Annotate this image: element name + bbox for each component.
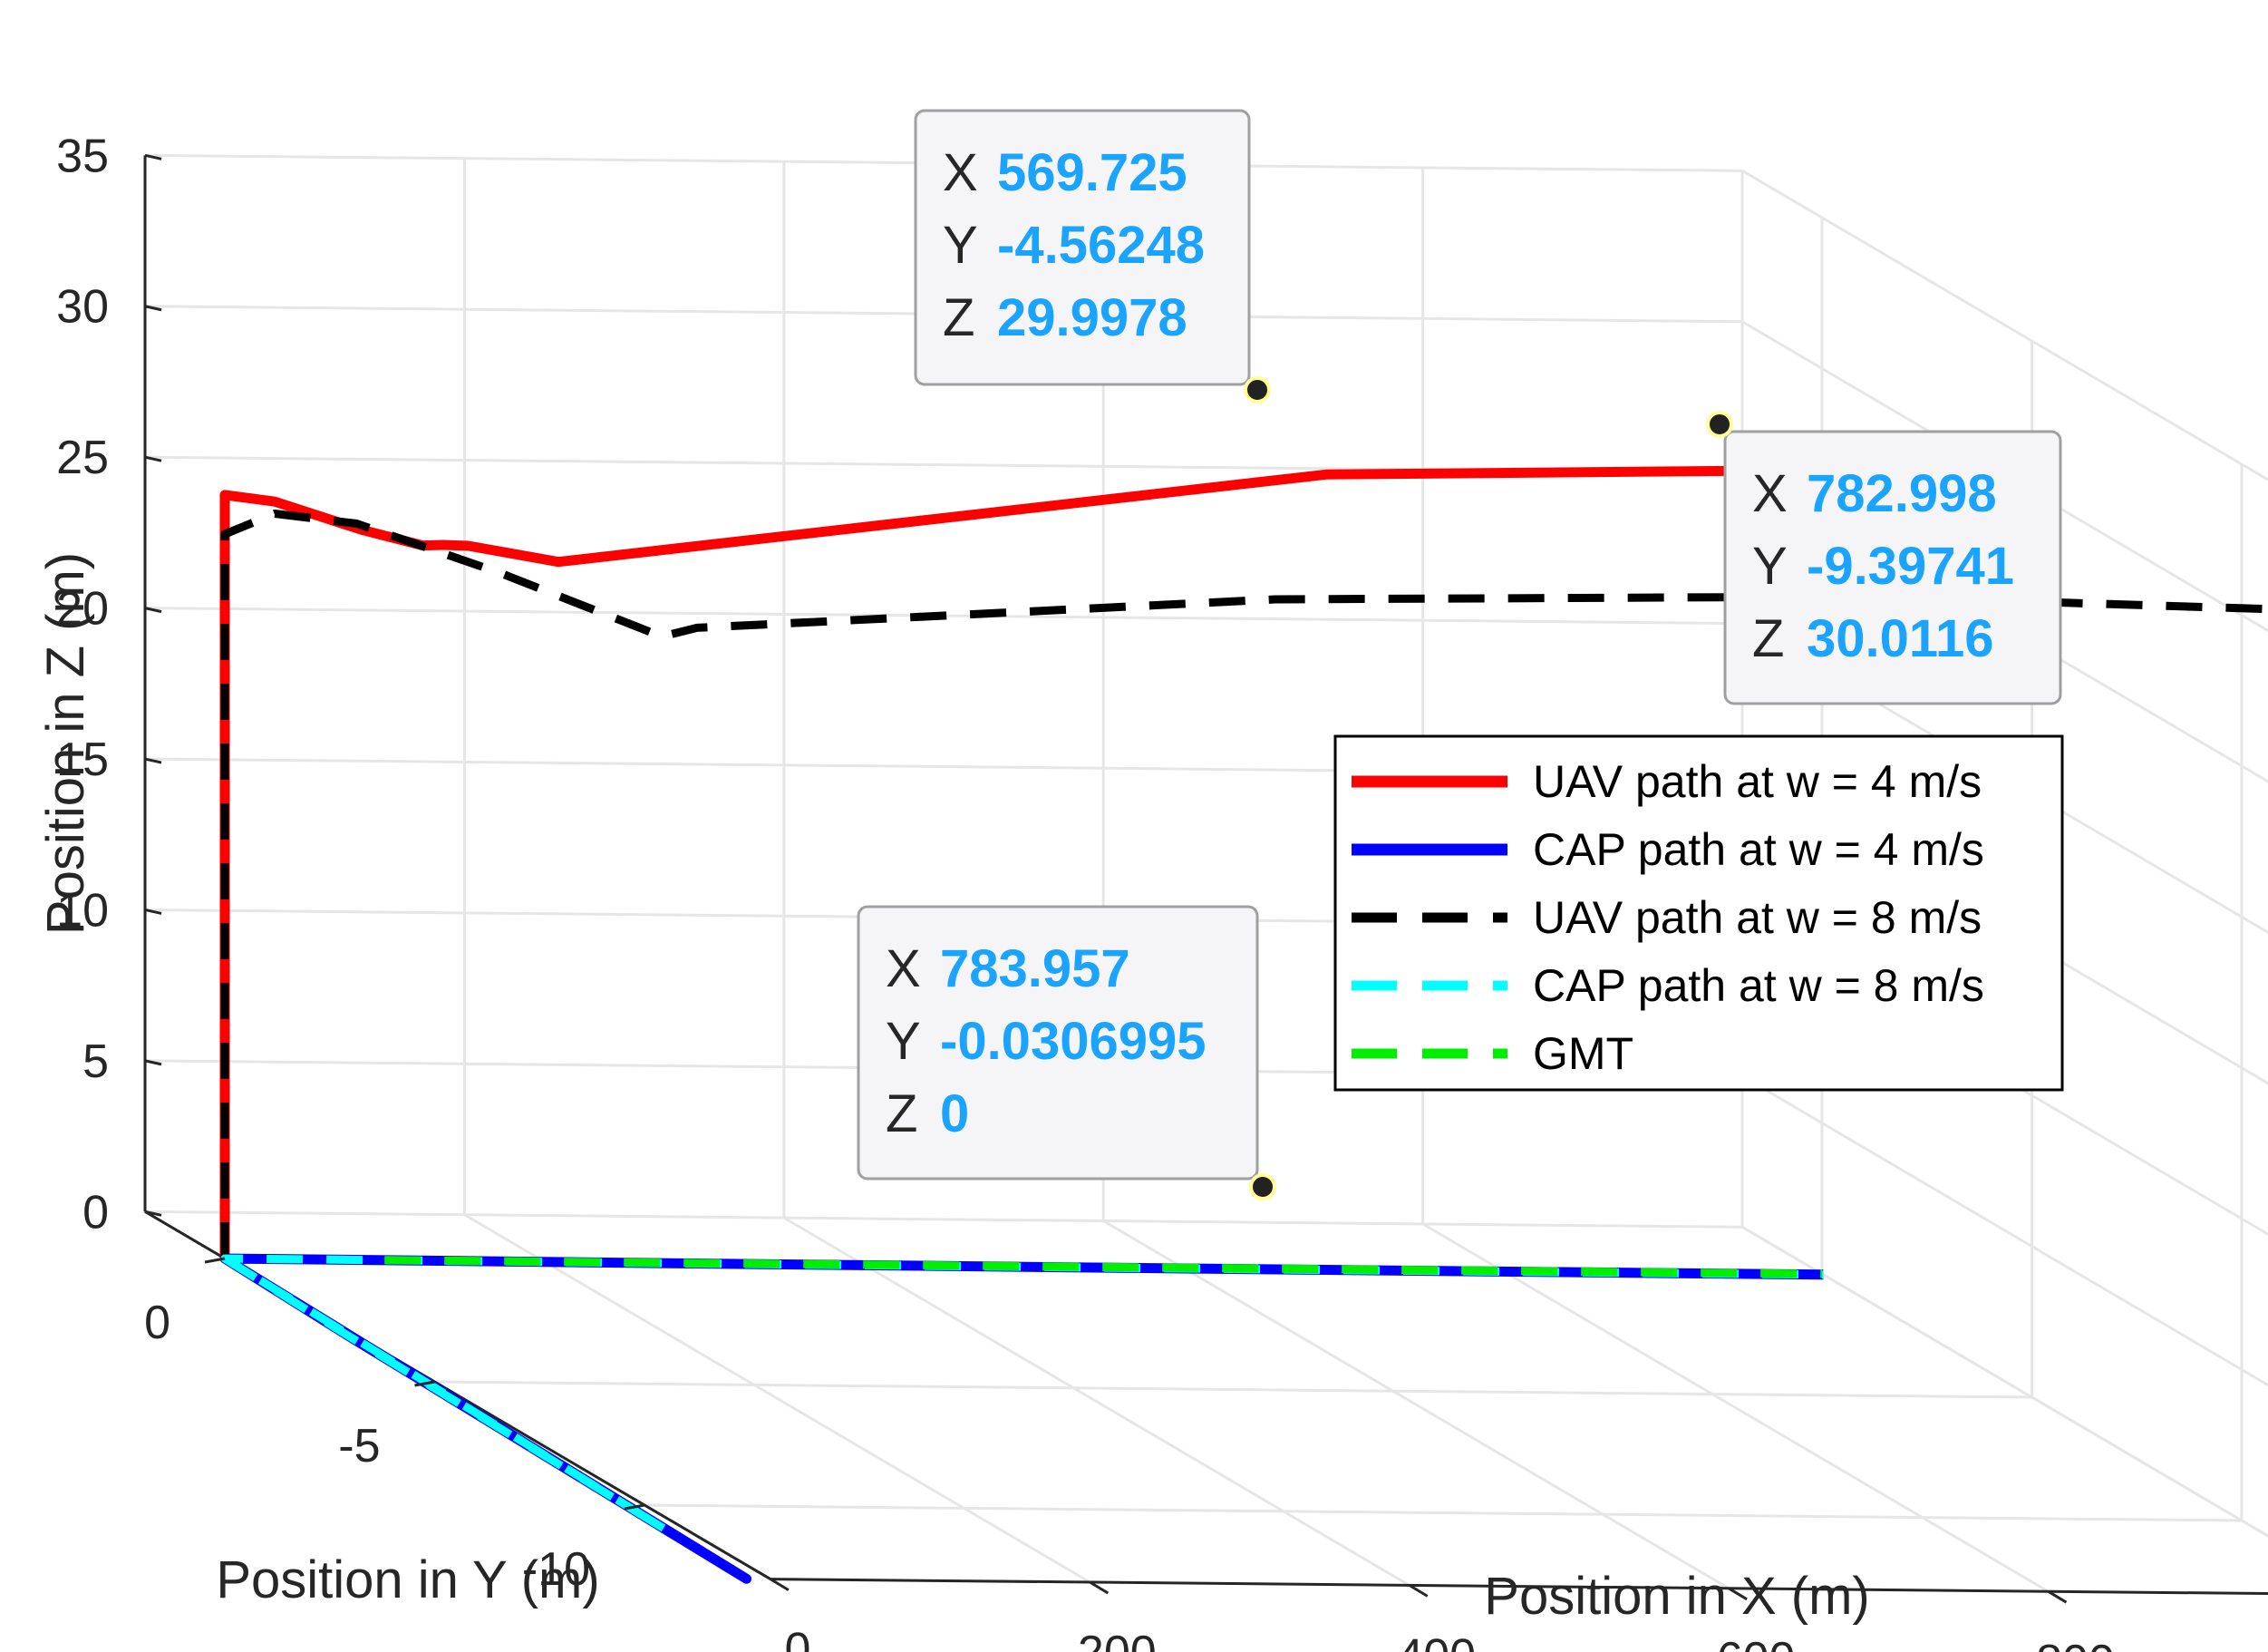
datatip-value: -0.0306995 [940,1012,1206,1071]
x-axis-label: Position in X (m) [1484,1567,1869,1626]
z-tick-label: 35 [56,130,109,182]
datatip-marker [1706,411,1733,438]
x-tick-mark [1728,1587,1748,1601]
x-tick-mark [1089,1580,1110,1595]
y-tick-label: -5 [338,1420,380,1472]
x-tick-label: 0 [784,1624,810,1652]
datatip-value: 30.0116 [1807,609,1993,668]
legend-label: CAP path at w = 4 m/s [1533,824,1984,875]
datatip-key: X [943,143,978,202]
z-tick-label: 5 [82,1035,109,1088]
y-tick-mark [204,1257,226,1264]
x-tick-mark [2047,1589,2068,1604]
y-axis-label: Position in Y (m) [216,1550,599,1609]
grid-line [1421,1222,2050,1593]
y-tick-label: -10 [522,1543,590,1596]
datatip-value: 0 [940,1084,969,1143]
x-tick-mark [1408,1584,1429,1598]
z-tick-label: 15 [56,734,109,786]
series-line-2 [219,1253,1824,1584]
series-line-5 [384,1256,1823,1278]
y-tick-mark [624,1503,645,1511]
x-tick-label: 800 [2036,1636,2115,1652]
grid-line [463,1213,1091,1584]
grid-line [1741,170,2268,481]
z-tick-mark [144,1059,162,1066]
legend-label: UAV path at w = 4 m/s [1533,756,1982,807]
x-tick-label: 600 [1717,1633,1796,1652]
x-tick-mark [770,1578,790,1591]
datatip-key: Y [943,216,978,275]
z-tick-mark [144,908,162,915]
datatip-box [857,905,1259,1181]
x-tick-label: 200 [1078,1627,1157,1652]
grid-line [1102,1220,1730,1590]
grid-line [145,1210,1743,1229]
grid-line [1741,1226,2268,1538]
z-tick-mark [144,153,162,160]
datatip-value: 782.998 [1807,464,1997,523]
z-tick-label: 25 [56,432,109,484]
series-line-3 [220,510,2268,1258]
z-tick-mark [144,607,162,614]
datatip-value: 29.9978 [997,288,1187,347]
datatip-key: X [886,939,921,998]
datatip-value: -9.39741 [1807,537,2014,596]
datatip-box [1723,430,2062,705]
y-tick-label: 0 [144,1297,170,1349]
z-tick-label: 0 [82,1186,109,1239]
datatip-box [914,109,1251,386]
grid-line [434,1380,2032,1399]
z-tick-label: 10 [56,884,109,937]
z-tick-mark [144,757,162,764]
legend: UAV path at w = 4 m/s CAP path at w = 4 m… [1333,734,2064,1092]
z-tick-mark [144,305,162,312]
datatip-value: -4.56248 [997,216,1205,275]
x-axis-line [770,1578,2268,1596]
datatip-key: Y [886,1012,921,1071]
x-tick-label: 400 [1397,1629,1476,1652]
datatip-key: Z [1752,609,1784,668]
datatip-value: 569.725 [997,143,1187,202]
legend-label: UAV path at w = 8 m/s [1533,892,1982,943]
datatip-marker [1249,1173,1276,1200]
datatip-key: X [1752,464,1788,523]
z-tick-mark [144,1210,162,1217]
legend-label: GMT [1533,1028,1633,1079]
datatip-value: 783.957 [940,939,1130,998]
z-tick-mark [144,455,162,462]
datatips: X 569.725 Y -4.56248 Z 29.9978 X 782.998 Y -9.397… [857,109,2062,1200]
datatip-key: Y [1752,537,1788,596]
datatip-key: Z [943,288,974,347]
grid-line [1741,1226,2268,1538]
grid-line [644,1503,2243,1522]
datatip-marker [1244,376,1271,403]
grid-line [783,1216,1410,1587]
grid-line [1741,1074,2268,1387]
legend-label: CAP path at w = 8 m/s [1533,960,1984,1011]
y-tick-mark [414,1380,435,1387]
datatip-key: Z [886,1084,917,1143]
z-tick-label: 30 [56,281,109,334]
z-tick-label: 20 [56,583,109,636]
z-axis-label: Position in Z (m) [36,552,95,935]
legend-box [1333,734,2064,1092]
